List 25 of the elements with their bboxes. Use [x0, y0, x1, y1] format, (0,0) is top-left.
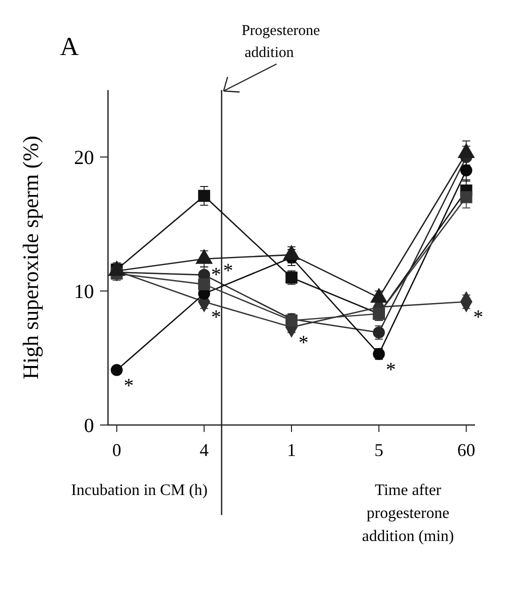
- annotation: *: [386, 358, 396, 381]
- x-tick-label: 5: [374, 440, 384, 460]
- x-tick-label: 60: [457, 440, 476, 460]
- x-tick-label: 4: [200, 440, 209, 460]
- annotation: *: [211, 264, 222, 286]
- point: [198, 278, 210, 290]
- y-tick-label: 20: [74, 147, 94, 169]
- point: [198, 190, 210, 202]
- point: [460, 191, 472, 204]
- annotation: *: [211, 306, 222, 329]
- x-tick-label: 0: [112, 440, 122, 460]
- annotation: *: [223, 260, 234, 282]
- annotation: *: [473, 306, 484, 329]
- y-tick-label: 0: [84, 415, 94, 437]
- y-tick-label: 10: [74, 281, 94, 303]
- annotation: *: [298, 332, 308, 354]
- point: [460, 164, 472, 176]
- x-axis-title: Incubation in CM (h): [71, 482, 208, 499]
- ref-line-label: Progesterone addition: [242, 23, 320, 61]
- text: Time after progesterone addition (min): [362, 482, 454, 545]
- chart-title: A: [60, 32, 79, 61]
- y-axis-title: High superoxide sperm (%): [18, 136, 43, 380]
- annotation: *: [124, 375, 134, 398]
- point: [110, 364, 123, 376]
- x-tick-label: 1: [287, 440, 296, 460]
